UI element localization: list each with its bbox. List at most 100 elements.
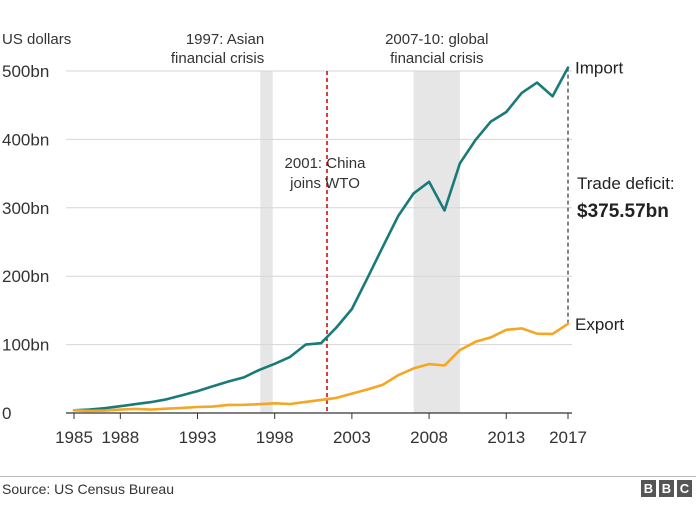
bbc-logo-letter-b1: B [641,480,656,497]
export-point-2002 [335,397,338,399]
shaded-period-label-1-line-2: financial crisis [171,50,264,67]
import-point-2006 [397,215,399,217]
y-tick-label-500: 500bn [2,62,49,81]
import-point-1987 [104,407,106,410]
import-export-chart: 0 100bn 200bn 300bn 400bn 500bn 1985 1988 1993 19… [2,31,675,447]
y-tick-label-0: 0 [2,404,11,423]
export-point-2007 [412,367,415,370]
export-point-2009 [443,364,446,367]
import-point-1992 [181,394,183,397]
event-lines [326,67,569,413]
chart-labels: 0 100bn 200bn 300bn 400bn 500bn 1985 1988 1993 19… [2,31,675,447]
import-point-1991 [165,398,168,401]
import-point-2010 [459,162,461,165]
event-label-1-line-2: joins WTO [289,175,360,192]
shaded-period-2 [413,71,460,413]
export-point-1998 [273,402,276,405]
import-point-2011 [474,139,477,141]
export-point-2015 [536,332,538,335]
import-line [72,66,570,412]
shaded-period-label-2-line-2: financial crisis [390,50,483,67]
export-point-2006 [397,374,399,377]
import-point-2005 [381,245,384,248]
x-tick-label-1985: 1985 [55,428,93,447]
export-point-2001 [320,399,322,401]
import-point-2002 [335,326,338,329]
export-point-1986 [88,410,91,412]
y-tick-label-300: 300bn [2,199,49,218]
export-point-1990 [150,408,152,411]
import-point-2007 [412,192,415,195]
import-point-1997 [258,369,261,371]
import-point-1998 [273,362,276,365]
x-tick-label-1993: 1993 [179,428,217,447]
import-point-2003 [351,308,353,310]
event-label-1-line-1: 2001: China [285,155,367,172]
export-point-2000 [304,401,307,403]
y-tick-label-100: 100bn [2,336,49,355]
import-point-2008 [428,181,430,183]
export-point-1988 [119,408,122,411]
export-point-1987 [104,409,106,412]
footer-divider [0,476,696,477]
export-point-1989 [134,408,137,410]
import-point-1990 [150,401,152,403]
export-point-2017 [567,323,569,325]
export-point-1996 [243,403,245,406]
export-point-2004 [366,388,369,391]
export-point-2008 [428,363,430,365]
export-point-2013 [505,328,508,331]
x-tick-label-2003: 2003 [333,428,371,447]
export-point-1997 [258,403,261,405]
export-point-1995 [227,404,230,406]
shaded-period-label-2-line-1: 2007-10: global [385,31,488,48]
y-tick-label-400: 400bn [2,130,49,149]
export-point-2010 [459,349,461,351]
import-point-1996 [243,376,245,379]
bbc-logo-letter-c: C [677,480,692,497]
x-tick-label-2017: 2017 [549,428,587,447]
deficit-label: Trade deficit: [577,174,675,193]
import-point-1995 [227,380,230,383]
export-point-2003 [351,392,353,395]
x-tick-label-1988: 1988 [101,428,139,447]
export-point-1994 [212,405,214,408]
x-tick-label-2013: 2013 [487,428,525,447]
import-point-2016 [551,95,554,98]
import-point-2004 [366,277,369,280]
export-point-2016 [551,333,554,335]
import-point-1988 [119,405,122,407]
import-point-1994 [212,385,214,388]
export-point-1999 [289,403,291,405]
import-point-2009 [443,209,446,212]
deficit-value: $375.57bn [577,201,669,222]
import-point-1993 [196,390,199,392]
export-point-1985 [73,409,75,412]
import-point-2014 [520,92,523,94]
export-point-1992 [181,407,183,409]
export-point-1993 [196,406,199,408]
export-point-2014 [520,327,523,330]
shaded-period-1 [260,71,273,413]
x-tick-label-2008: 2008 [410,428,448,447]
export-line [72,322,570,413]
y-tick-label-200: 200bn [2,267,49,286]
bbc-logo-letter-b2: B [659,480,674,497]
import-point-2000 [304,343,307,346]
export-series-label: Export [575,315,624,334]
export-point-2005 [381,384,384,386]
shaded-periods [260,71,460,413]
import-point-1989 [134,403,137,405]
shaded-period-label-1-line-1: 1997: Asian [186,31,264,48]
import-point-2015 [536,81,538,84]
series-lines [72,66,570,413]
export-point-1991 [165,407,168,410]
import-point-2001 [320,342,322,345]
x-tick-label-1998: 1998 [256,428,294,447]
bbc-logo: B B C [641,480,692,497]
import-point-2013 [505,111,508,113]
import-point-2017 [567,66,569,69]
source-note: Source: US Census Bureau [2,481,174,497]
export-point-2012 [490,336,492,339]
grid-lines [66,70,572,419]
